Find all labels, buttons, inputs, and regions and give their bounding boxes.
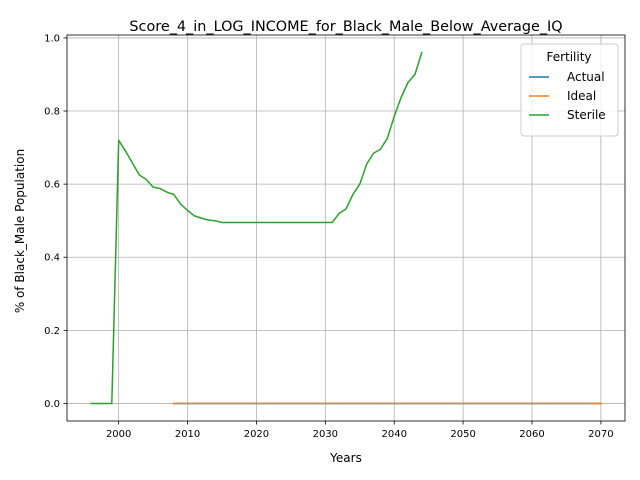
x-tick-label: 2070 — [588, 429, 613, 440]
legend-label: Ideal — [567, 89, 596, 103]
legend-item-sterile: Sterile — [529, 108, 606, 122]
plot-frame — [66, 34, 626, 422]
series-line-sterile — [90, 51, 423, 405]
x-tick-label: 2060 — [519, 429, 544, 440]
plot-lines — [90, 51, 602, 405]
y-tick-label: 0.0 — [44, 399, 60, 410]
legend-item-actual: Actual — [529, 70, 605, 84]
y-tick-label: 0.4 — [44, 253, 60, 264]
x-tick-label: 2020 — [244, 429, 269, 440]
x-tick-label: 2050 — [450, 429, 475, 440]
x-tick-label: 2040 — [381, 429, 406, 440]
x-tick-label: 2000 — [106, 429, 131, 440]
legend-entries: Actual Ideal Sterile — [529, 70, 606, 122]
y-tick-label: 1.0 — [44, 33, 60, 44]
x-tick-label: 2010 — [175, 429, 200, 440]
legend-box — [520, 43, 619, 137]
y-tick-label: 0.2 — [44, 326, 60, 337]
legend-title: Fertility — [546, 50, 591, 64]
y-tick-label: 0.6 — [44, 180, 60, 191]
y-tick-label: 0.8 — [44, 107, 60, 118]
chart-title: Score_4_in_LOG_INCOME_for_Black_Male_Bel… — [129, 19, 562, 35]
legend: Fertility Actual Ideal Sterile — [520, 43, 619, 137]
x-tick-label: 2030 — [313, 429, 338, 440]
legend-label: Sterile — [567, 108, 606, 122]
axis-ticks: 2000 2010 2020 2030 2040 2050 2060 2070 0.0 0.2 0.… — [44, 33, 614, 440]
y-axis-label: % of Black_Male Population — [13, 149, 27, 313]
x-axis-label: Years — [329, 451, 362, 465]
legend-label: Actual — [567, 70, 605, 84]
legend-item-ideal: Ideal — [529, 89, 596, 103]
